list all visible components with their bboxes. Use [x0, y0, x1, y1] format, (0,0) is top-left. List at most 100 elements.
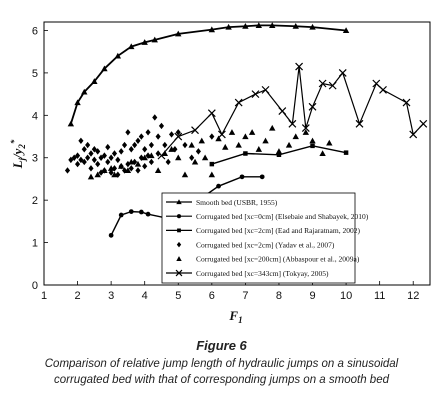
y-axis-ticks: 0 1 2 3 4 5 6 [32, 25, 48, 292]
legend-label: Smooth bed (USBR, 1955) [196, 198, 278, 207]
data-point [342, 27, 350, 34]
data-point [251, 90, 260, 99]
series-6 [157, 62, 428, 160]
data-point [145, 129, 151, 136]
data-point [118, 163, 125, 169]
data-point [64, 167, 71, 174]
data-point [165, 158, 171, 166]
data-point [98, 169, 104, 176]
data-point [174, 132, 183, 141]
x-tick-label: 8 [276, 290, 282, 302]
data-point [114, 52, 122, 59]
data-point [242, 133, 249, 140]
data-point [141, 154, 148, 161]
data-point [128, 209, 134, 214]
legend-label: Corrugated bed [xc=343cm] (Tokyay, 2005) [196, 269, 329, 278]
data-point [132, 141, 138, 149]
data-point [94, 171, 101, 178]
data-point [95, 148, 101, 155]
data-point [85, 141, 91, 149]
y-axis-title: Lj/y2* [9, 139, 27, 169]
data-point [108, 154, 114, 161]
y-tick-label: 3 [32, 153, 38, 165]
series-1 [67, 22, 350, 127]
data-point [175, 269, 183, 277]
data-point [135, 167, 141, 174]
data-point [292, 133, 299, 140]
data-point [301, 124, 310, 132]
y-tick-label: 4 [32, 110, 38, 122]
data-point [242, 23, 249, 29]
data-point [255, 22, 263, 28]
figure-label: Figure 6 [196, 338, 247, 353]
legend-label: Corrugated bed [xc=0cm] (Elsebaie and Sh… [196, 212, 369, 221]
y-tick-label: 2 [32, 195, 38, 207]
data-point [111, 171, 118, 178]
y-tick-label: 0 [32, 280, 38, 292]
data-point [151, 36, 158, 43]
data-point [207, 109, 216, 118]
data-point [81, 158, 87, 166]
data-point [175, 129, 181, 136]
data-point [191, 126, 199, 135]
data-point [67, 120, 75, 127]
data-point [176, 214, 182, 219]
data-point [295, 62, 304, 71]
data-point [124, 167, 132, 174]
data-point [275, 148, 283, 154]
data-point [355, 119, 364, 128]
x-tick-label: 7 [242, 290, 248, 302]
data-point [276, 152, 282, 158]
data-point [308, 102, 317, 111]
data-point [145, 152, 151, 159]
data-point [248, 129, 256, 135]
data-point [75, 152, 81, 159]
data-point [88, 165, 94, 172]
data-point [128, 158, 135, 165]
legend-item: Smooth bed (USBR, 1955) [166, 198, 278, 207]
data-point [182, 141, 188, 149]
data-point [175, 154, 182, 161]
data-point [310, 143, 315, 149]
data-point [145, 211, 151, 217]
data-point [215, 135, 222, 142]
data-point [309, 137, 316, 144]
legend-item: Corrugated bed [xc=343cm] (Tokyay, 2005) [166, 269, 329, 278]
x-tick-label: 5 [175, 290, 181, 302]
data-point [128, 146, 134, 153]
data-point [255, 146, 263, 152]
data-point [176, 199, 182, 205]
data-point [239, 174, 245, 180]
data-point [379, 85, 387, 94]
data-point [118, 212, 124, 218]
legend-label: Corrugated bed [xc=2cm] (Ead and Rajarat… [196, 226, 360, 235]
y-tick-label: 1 [32, 238, 38, 250]
data-point [162, 141, 168, 149]
data-point [292, 23, 299, 29]
data-point [121, 141, 128, 149]
data-point [208, 26, 216, 33]
data-point [402, 98, 411, 107]
data-point [201, 154, 209, 161]
data-point [288, 119, 297, 128]
data-point [222, 143, 229, 150]
data-point [278, 107, 287, 116]
series-3 [209, 143, 349, 167]
data-point [209, 161, 215, 167]
data-point [138, 209, 144, 215]
data-point [105, 143, 111, 151]
data-point [176, 256, 182, 261]
data-point [78, 137, 84, 144]
data-point [152, 114, 158, 121]
data-point [118, 148, 124, 155]
data-point [158, 122, 165, 130]
caption-line-2: corrugated bed with that of correspondin… [54, 374, 389, 386]
data-point [101, 65, 108, 72]
data-point [208, 171, 216, 178]
data-point [142, 163, 148, 170]
data-point [101, 167, 108, 174]
data-point [141, 39, 148, 45]
data-point [95, 160, 101, 168]
data-point [168, 146, 175, 152]
legend-item: Corrugated bed [xc=2cm] (Yadav et al., 2… [176, 240, 335, 249]
